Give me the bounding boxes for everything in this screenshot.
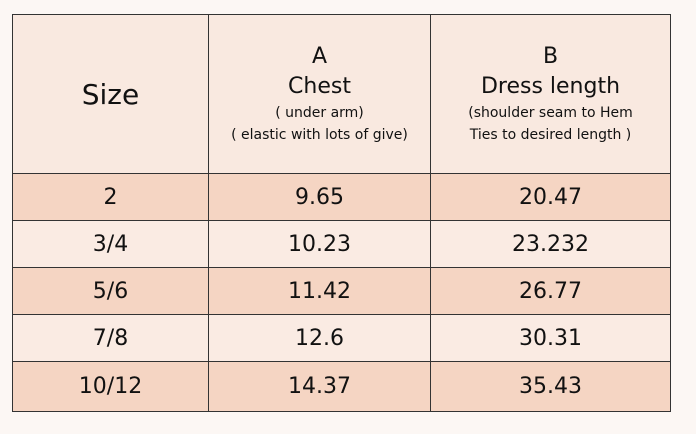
header-title: Size xyxy=(81,77,140,111)
header-note: Ties to desired length ) xyxy=(469,127,632,143)
table-cell: 7/8 xyxy=(12,314,209,362)
table-cell: 12.6 xyxy=(208,314,431,362)
table-header: Size A Chest ( under arm) ( elastic with… xyxy=(12,14,671,174)
header-title: Chest xyxy=(288,74,351,99)
header-letter: B xyxy=(542,44,559,69)
table-cell: 5/6 xyxy=(12,267,209,315)
table-row: 7/8 12.6 30.31 xyxy=(12,314,671,362)
header-note: ( elastic with lots of give) xyxy=(231,127,408,143)
header-cell: Size xyxy=(12,14,209,174)
header-letter: A xyxy=(311,44,328,69)
table-row: 2 9.65 20.47 xyxy=(12,173,671,221)
header-cell: B Dress length (shoulder seam to Hem Tie… xyxy=(430,14,671,174)
table-cell: 3/4 xyxy=(12,220,209,268)
table-cell: 26.77 xyxy=(430,267,671,315)
table-cell: 2 xyxy=(12,173,209,221)
table-cell: 10.23 xyxy=(208,220,431,268)
table-cell: 9.65 xyxy=(208,173,431,221)
size-table: Size A Chest ( under arm) ( elastic with… xyxy=(12,14,671,412)
table-row: 10/12 14.37 35.43 xyxy=(12,361,671,412)
table-row: 3/4 10.23 23.232 xyxy=(12,220,671,268)
table-cell: 20.47 xyxy=(430,173,671,221)
table-cell: 10/12 xyxy=(12,361,209,412)
header-note: ( under arm) xyxy=(275,105,364,121)
header-row: Size A Chest ( under arm) ( elastic with… xyxy=(12,14,671,174)
table-body: 2 9.65 20.47 3/4 10.23 23.232 5/6 11.42 26.77 7/8… xyxy=(12,173,671,412)
table-cell: 14.37 xyxy=(208,361,431,412)
header-cell: A Chest ( under arm) ( elastic with lots… xyxy=(208,14,431,174)
table-cell: 30.31 xyxy=(430,314,671,362)
header-note: (shoulder seam to Hem xyxy=(468,105,633,121)
table-row: 5/6 11.42 26.77 xyxy=(12,267,671,315)
header-title: Dress length xyxy=(480,74,621,99)
table-cell: 11.42 xyxy=(208,267,431,315)
table-cell: 35.43 xyxy=(430,361,671,412)
table-cell: 23.232 xyxy=(430,220,671,268)
